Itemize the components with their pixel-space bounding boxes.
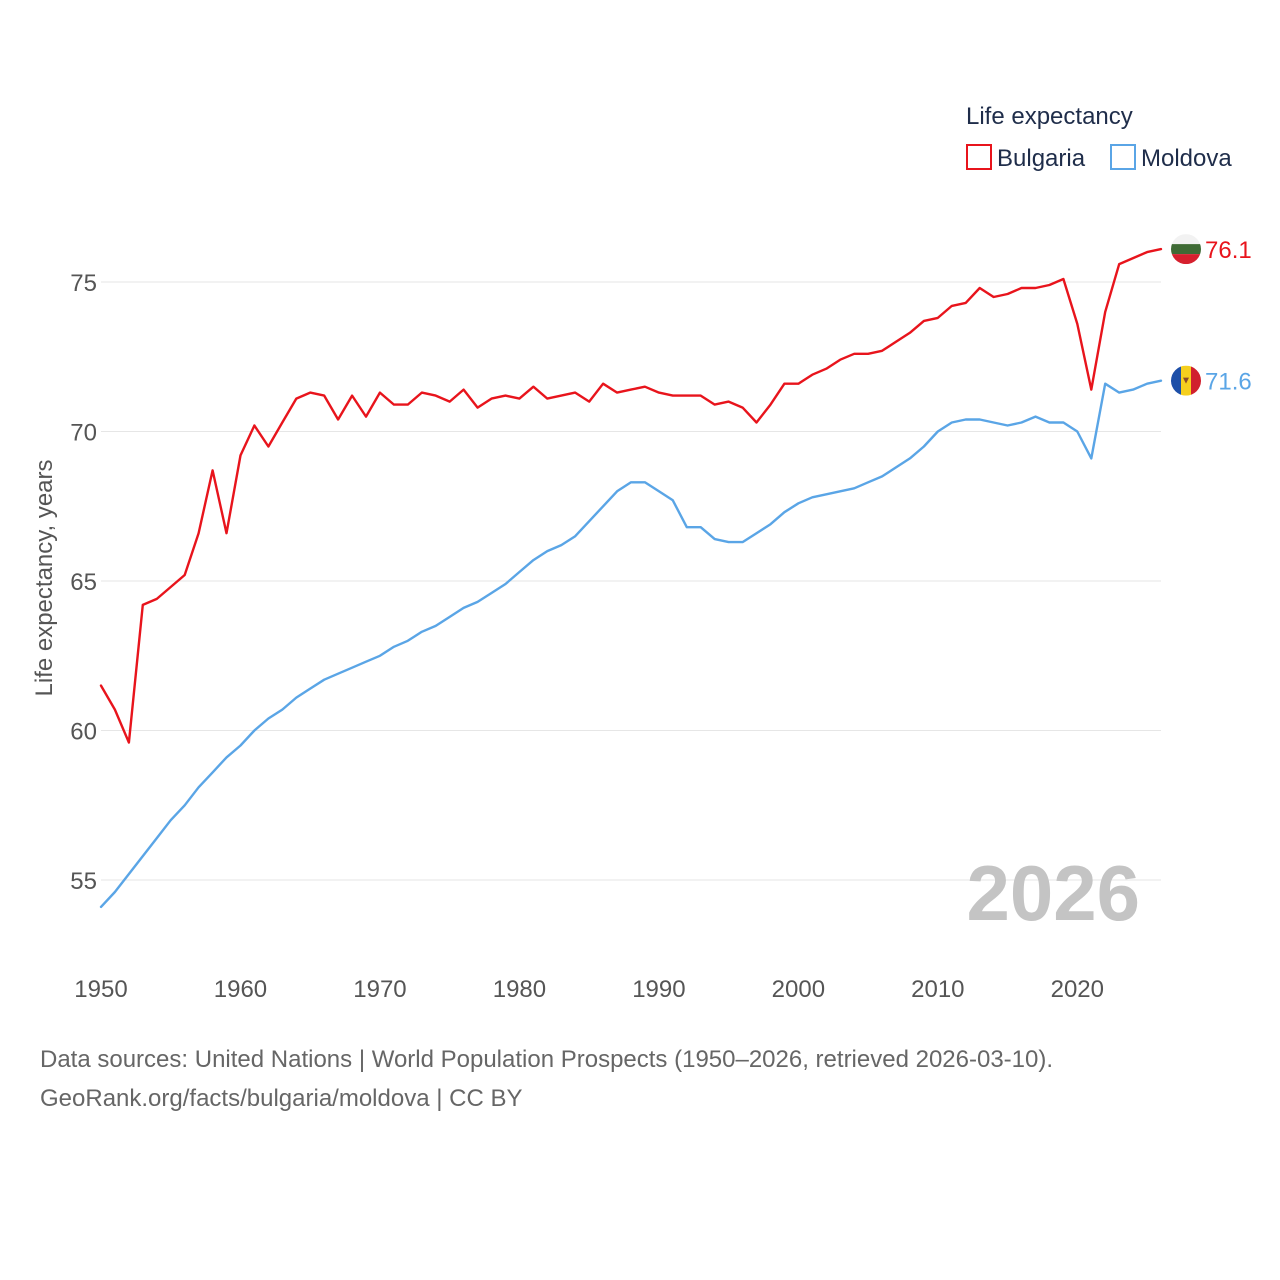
y-tick-label: 70 bbox=[70, 420, 97, 447]
y-tick-label: 75 bbox=[70, 270, 97, 297]
legend: Life expectancy Bulgaria Moldova bbox=[966, 103, 1232, 172]
series-end-markers: 76.1 71.6 bbox=[1171, 234, 1252, 396]
data-sources-text: Data sources: United Nations | World Pop… bbox=[40, 1046, 1054, 1073]
x-tick-label: 1960 bbox=[214, 976, 267, 1003]
series-line-moldova bbox=[99, 379, 1163, 909]
x-axis-ticks: 1950 1960 1970 1980 1990 2000 2010 2020 bbox=[74, 976, 1104, 1003]
credit-text: GeoRank.org/facts/bulgaria/moldova | CC … bbox=[40, 1085, 523, 1112]
source-note: Data sources: United Nations | World Pop… bbox=[40, 1040, 1260, 1118]
x-tick-label: 1970 bbox=[353, 976, 406, 1003]
legend-item-moldova[interactable]: Moldova bbox=[1110, 144, 1232, 172]
gridlines bbox=[101, 281, 1161, 881]
y-tick-label: 55 bbox=[70, 868, 97, 895]
legend-item-bulgaria[interactable]: Bulgaria bbox=[966, 144, 1086, 172]
year-label: 2026 bbox=[966, 849, 1140, 937]
legend-label: Bulgaria bbox=[997, 145, 1086, 172]
x-tick-label: 2010 bbox=[911, 976, 964, 1003]
bulgaria-flag-icon bbox=[1171, 234, 1201, 265]
end-value-label-moldova: 71.6 bbox=[1205, 369, 1252, 396]
legend-swatch bbox=[1110, 144, 1136, 170]
x-tick-label: 1950 bbox=[74, 976, 127, 1003]
y-axis-ticks: 55 60 65 70 75 bbox=[70, 270, 97, 895]
end-value-label-bulgaria: 76.1 bbox=[1205, 237, 1252, 264]
legend-label: Moldova bbox=[1141, 145, 1232, 172]
x-tick-label: 1980 bbox=[493, 976, 546, 1003]
x-tick-label: 2020 bbox=[1051, 976, 1104, 1003]
x-tick-label: 1990 bbox=[632, 976, 685, 1003]
legend-swatch bbox=[966, 144, 992, 170]
y-tick-label: 65 bbox=[70, 569, 97, 596]
legend-title: Life expectancy bbox=[966, 103, 1133, 130]
x-tick-label: 2000 bbox=[772, 976, 825, 1003]
moldova-flag-icon bbox=[1171, 365, 1201, 396]
y-axis-title: Life expectancy, years bbox=[31, 459, 58, 696]
series-lines bbox=[99, 247, 1163, 909]
y-tick-label: 60 bbox=[70, 719, 97, 746]
series-line-bulgaria bbox=[99, 247, 1163, 744]
